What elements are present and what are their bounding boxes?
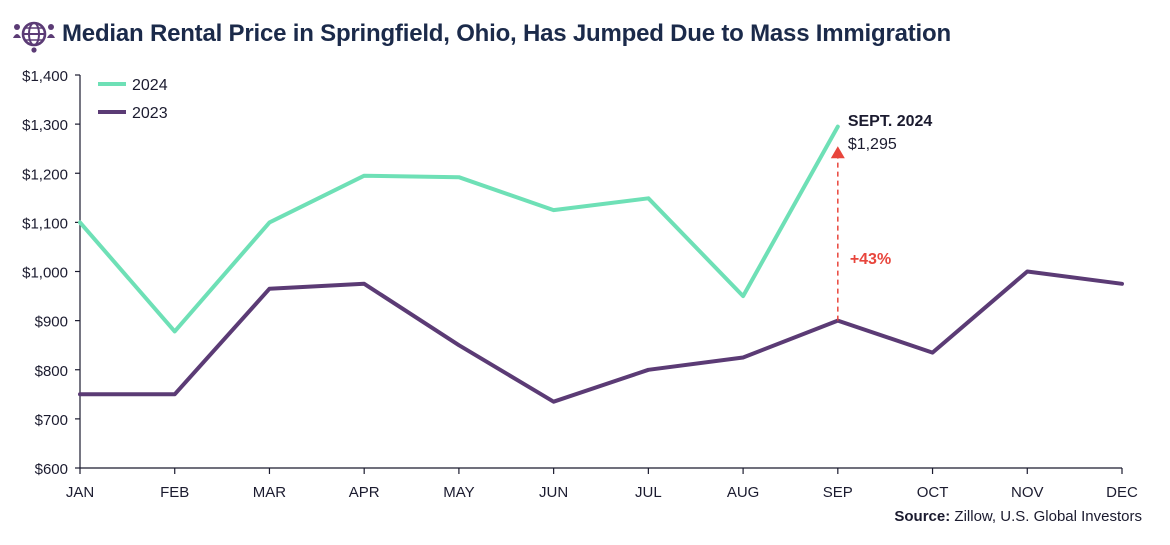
globe-people-icon	[13, 21, 55, 53]
y-tick-label: $900	[35, 314, 68, 331]
x-tick-label: DEC	[1106, 484, 1138, 501]
change-arrow-head	[830, 146, 845, 159]
y-tick-label: $1,200	[22, 166, 68, 183]
legend-label-2024: 2024	[132, 77, 168, 94]
x-tick-label: FEB	[160, 484, 189, 501]
x-tick-label: JUL	[635, 484, 662, 501]
y-tick-label: $1,100	[22, 215, 68, 232]
header: Median Rental Price in Springfield, Ohio…	[12, 14, 951, 54]
y-tick-label: $800	[35, 363, 68, 380]
chart-title: Median Rental Price in Springfield, Ohio…	[62, 20, 951, 47]
legend-label-2023: 2023	[132, 105, 168, 122]
y-tick-label: $700	[35, 412, 68, 429]
source-note: Source: Zillow, U.S. Global Investors	[894, 508, 1142, 525]
x-tick-label: APR	[349, 484, 380, 501]
y-tick-label: $1,000	[22, 265, 68, 282]
x-tick-label: AUG	[727, 484, 760, 501]
source-text: Zillow, U.S. Global Investors	[954, 508, 1142, 525]
x-tick-label: MAR	[253, 484, 287, 501]
callout-line1: SEPT. 2024	[848, 113, 933, 130]
x-tick-label: JUN	[539, 484, 568, 501]
change-label: +43%	[850, 251, 891, 268]
x-tick-label: MAY	[443, 484, 474, 501]
series-line-2023	[78, 269, 1124, 404]
series-line-2024	[78, 124, 840, 334]
x-tick-label: JAN	[66, 484, 94, 501]
callout-line2: $1,295	[848, 136, 897, 153]
x-tick-label: OCT	[917, 484, 949, 501]
y-tick-label: $1,400	[22, 68, 68, 85]
source-label: Source:	[894, 508, 951, 525]
x-tick-label: SEP	[823, 484, 853, 501]
x-tick-label: NOV	[1011, 484, 1044, 501]
y-tick-label: $600	[35, 461, 68, 478]
y-tick-label: $1,300	[22, 117, 68, 134]
